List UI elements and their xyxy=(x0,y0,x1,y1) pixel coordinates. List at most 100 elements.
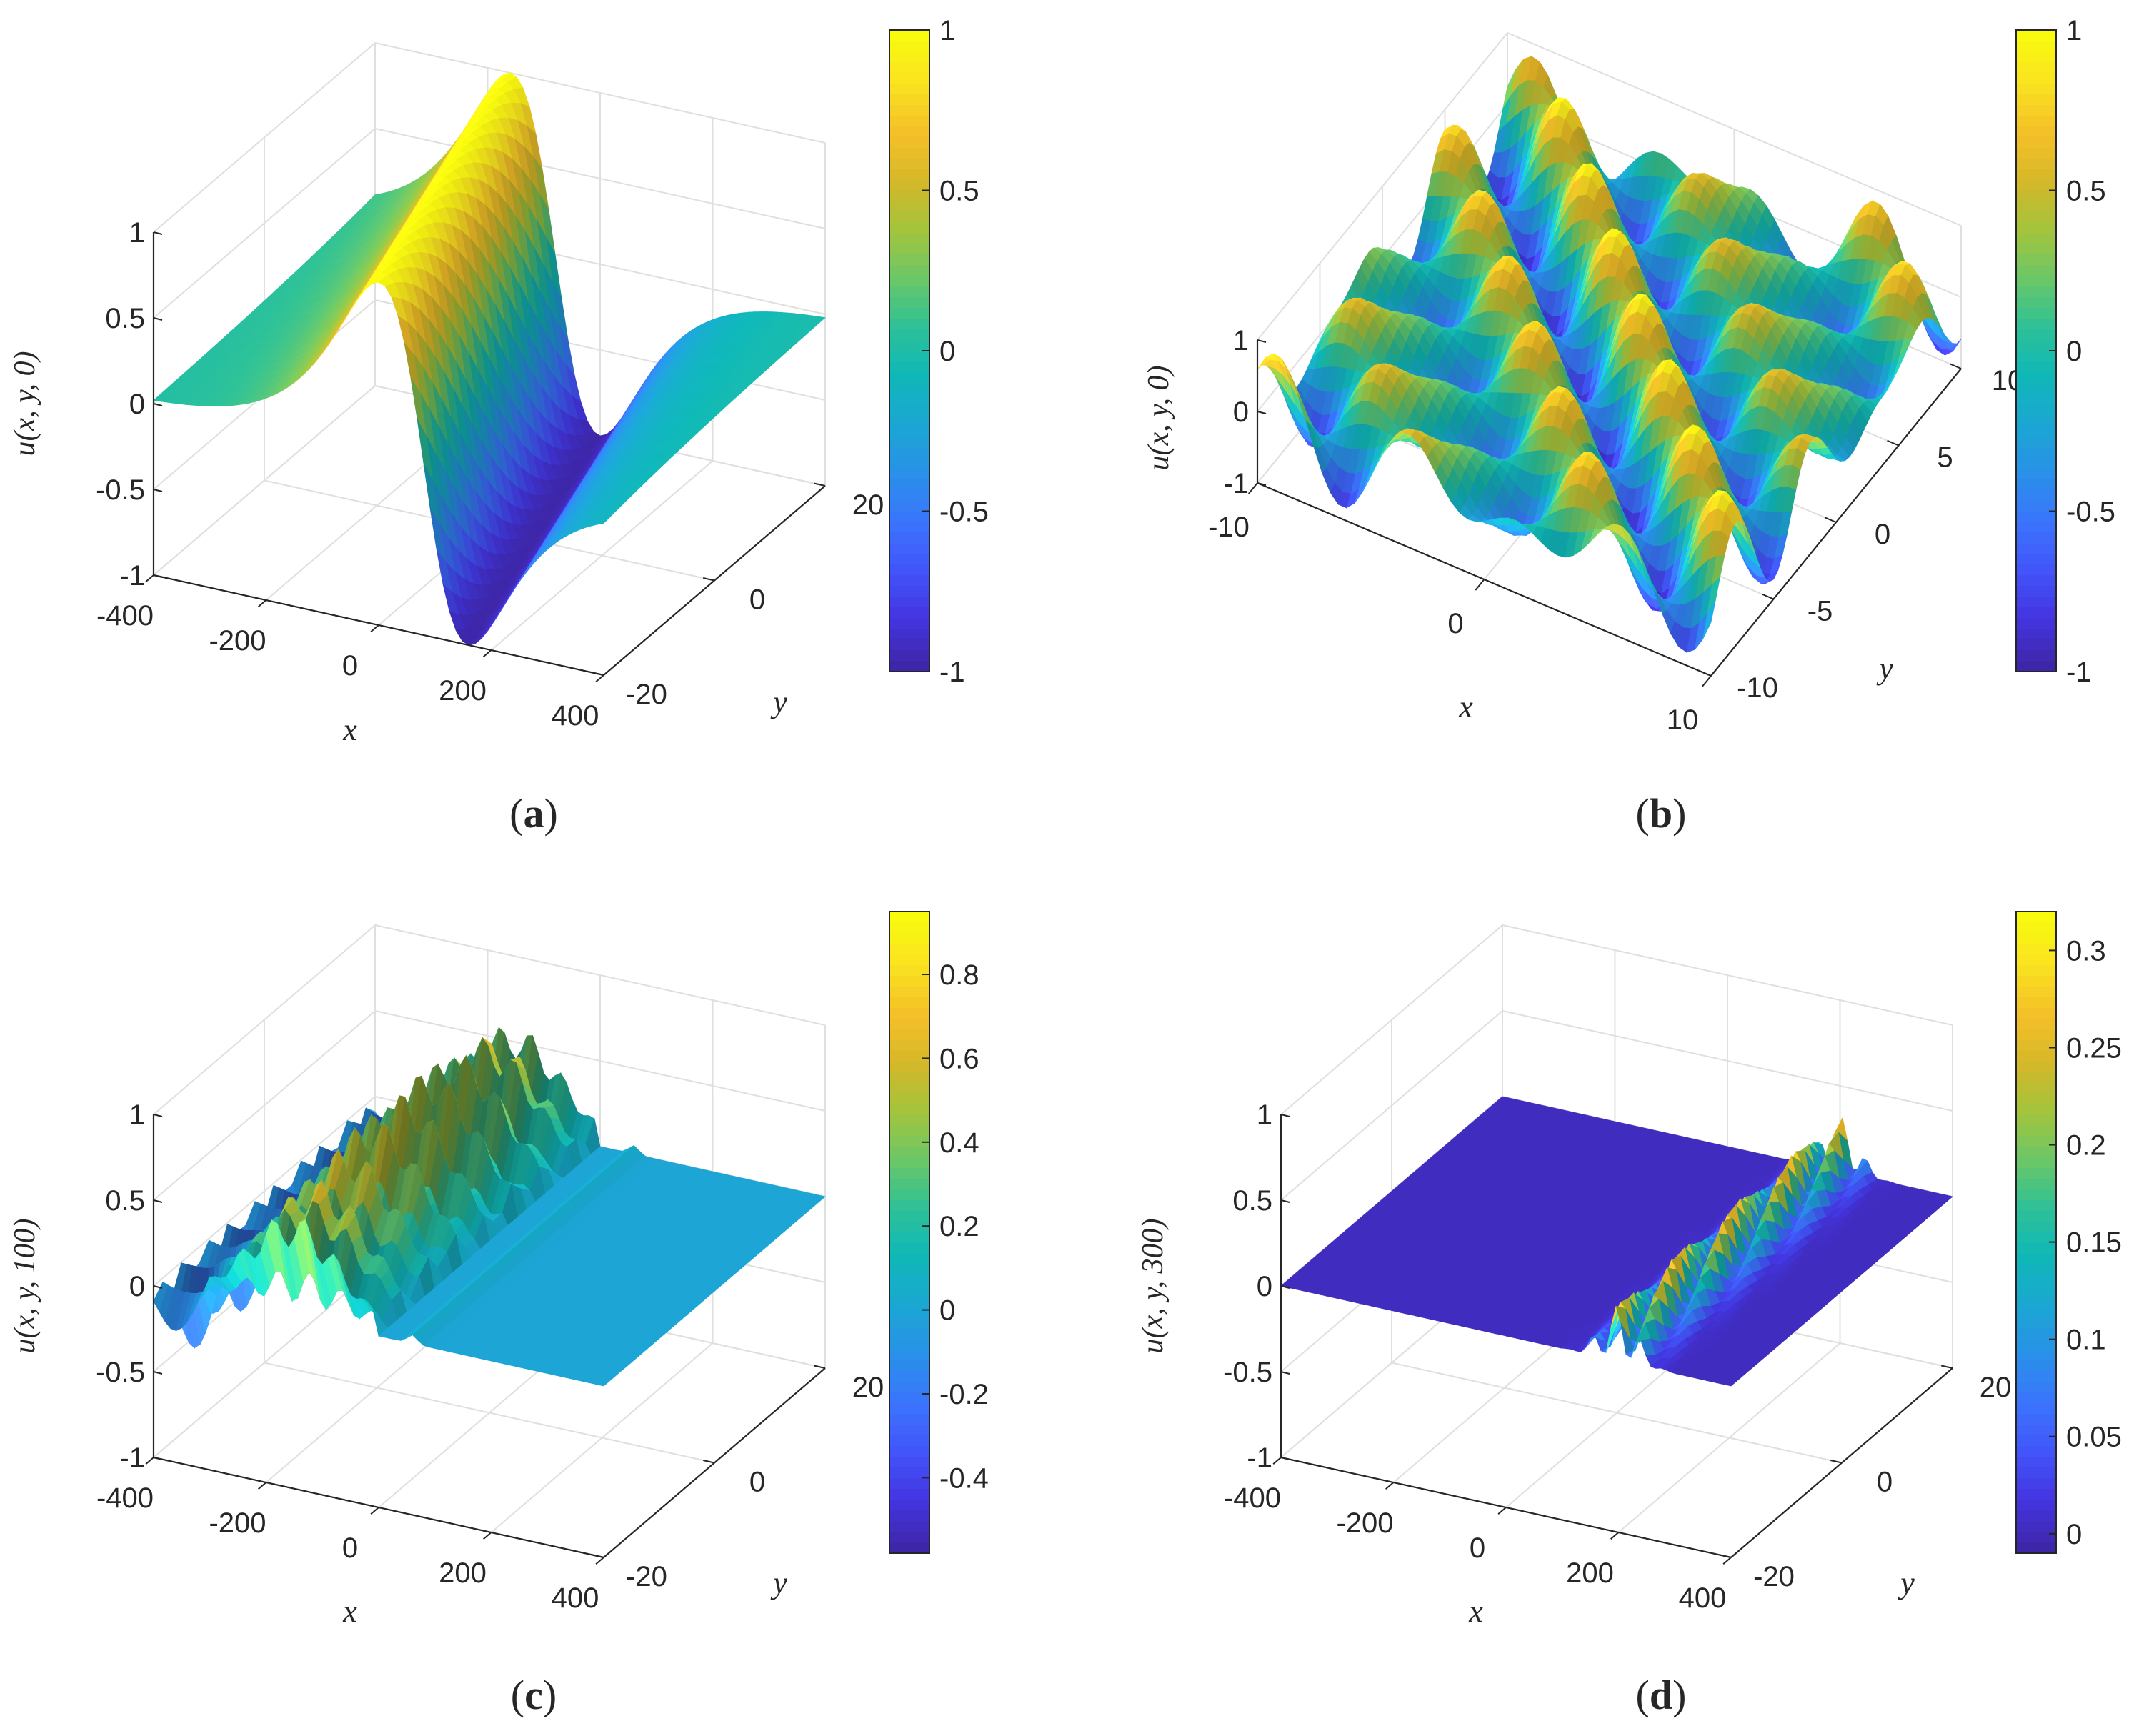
z-tick-label: 1 xyxy=(129,1099,145,1131)
colorbar-tick-label: 0.8 xyxy=(939,959,979,991)
z-tick-label: 0.5 xyxy=(1232,1185,1272,1217)
z-axis-label: u(x, y, 300) xyxy=(1137,1219,1170,1354)
z-tick-label: 0 xyxy=(129,1271,145,1302)
z-tick-label: -0.5 xyxy=(96,474,145,506)
x-tick-label: 0 xyxy=(1470,1532,1485,1564)
x-tick-label: -200 xyxy=(209,625,266,657)
colorbar: -0.4 -0.2 0 0.2 0.4 0.6 0.8 xyxy=(889,911,989,1554)
y-tick-label: 0 xyxy=(749,584,765,616)
x-axis-label: x xyxy=(1468,1594,1483,1629)
y-tick-label: -10 xyxy=(1737,672,1778,704)
y-tick-label: 0 xyxy=(749,1467,765,1498)
colorbar-tick-label: 0.25 xyxy=(2066,1032,2122,1064)
colorbar: -1 -0.5 0 0.5 1 xyxy=(2015,15,2115,688)
y-axis-label: y xyxy=(770,684,787,719)
colorbar-tick-label: 0 xyxy=(939,336,955,367)
x-tick-label: 0 xyxy=(342,1532,358,1564)
z-tick-label: 0 xyxy=(129,389,145,420)
z-tick-label: -1 xyxy=(119,1442,145,1474)
z-tick-label: -1 xyxy=(1247,1442,1272,1474)
panel-caption: (d) xyxy=(1636,1672,1687,1718)
y-tick-label: 20 xyxy=(1980,1372,2012,1403)
z-tick-label: -1 xyxy=(119,560,145,592)
z-tick-label: 0 xyxy=(1257,1271,1272,1302)
surface xyxy=(1257,56,1962,653)
z-tick-label: 1 xyxy=(1233,325,1249,356)
z-axis-label: u(x, y, 0) xyxy=(1142,366,1175,471)
colorbar: -1 -0.5 0 0.5 1 xyxy=(889,15,989,688)
y-tick-label: -20 xyxy=(1753,1561,1795,1592)
panel-caption: (b) xyxy=(1636,790,1687,837)
z-tick-label: -1 xyxy=(1223,468,1249,499)
panel-caption: (a) xyxy=(509,790,558,837)
panel-letter: d xyxy=(1650,1672,1672,1718)
x-tick-label: -400 xyxy=(96,600,154,632)
x-tick-label: 0 xyxy=(1447,608,1463,639)
z-tick-label: 1 xyxy=(1257,1099,1272,1131)
colorbar-tick-label: -0.5 xyxy=(939,497,989,528)
z-tick-label: -0.5 xyxy=(96,1357,145,1388)
surface xyxy=(1280,1096,1953,1387)
panel-letter: a xyxy=(524,790,544,837)
x-tick-label: -200 xyxy=(209,1507,266,1539)
x-tick-label: 200 xyxy=(439,675,487,707)
colorbar-tick-label: -1 xyxy=(939,657,965,688)
y-tick-label: 20 xyxy=(852,489,884,521)
y-tick-label: -20 xyxy=(626,1561,667,1592)
colorbar-tick-label: -1 xyxy=(2066,657,2092,688)
colorbar-tick-label: 0.5 xyxy=(2066,176,2106,207)
x-axis-label: x xyxy=(342,712,357,747)
colorbar-tick-label: 0.6 xyxy=(939,1043,979,1074)
colorbar-tick-label: 0 xyxy=(2066,336,2082,367)
z-tick-label: 1 xyxy=(129,217,145,249)
x-tick-label: 10 xyxy=(1667,704,1699,736)
x-tick-label: 400 xyxy=(552,1582,599,1614)
y-tick-label: 0 xyxy=(1875,519,1890,550)
z-axis-label: u(x, y, 100) xyxy=(9,1219,41,1354)
colorbar-tick-label: 0.15 xyxy=(2066,1227,2122,1259)
x-tick-label: 400 xyxy=(1679,1582,1727,1614)
x-tick-label: 200 xyxy=(1566,1557,1614,1589)
colorbar: 0 0.05 0.1 0.15 0.2 0.25 0.3 xyxy=(2015,911,2122,1554)
y-tick-label: 0 xyxy=(1877,1467,1893,1498)
y-axis-label: y xyxy=(1876,651,1893,686)
colorbar-tick-label: 1 xyxy=(2066,15,2082,46)
colorbar-tick-label: 0.5 xyxy=(939,176,979,207)
colorbar-tick-label: 0.05 xyxy=(2066,1422,2122,1453)
x-tick-label: -400 xyxy=(1224,1482,1281,1514)
colorbar-tick-label: -0.4 xyxy=(939,1462,989,1494)
z-tick-label: 0 xyxy=(1233,396,1249,428)
y-axis-label: y xyxy=(770,1565,787,1600)
z-tick-label: -0.5 xyxy=(1223,1357,1272,1388)
x-tick-label: -400 xyxy=(96,1482,154,1514)
x-axis-label: x xyxy=(342,1594,357,1629)
colorbar-tick-label: 1 xyxy=(939,15,955,46)
y-tick-label: -20 xyxy=(626,679,667,710)
y-axis-label: y xyxy=(1898,1565,1915,1600)
colorbar-tick-label: 0.2 xyxy=(2066,1130,2106,1162)
x-tick-label: 200 xyxy=(439,1557,487,1589)
colorbar-tick-label: 0 xyxy=(939,1295,955,1327)
z-tick-label: 0.5 xyxy=(105,303,145,334)
x-tick-label: 0 xyxy=(342,650,358,682)
x-tick-label: -200 xyxy=(1336,1507,1393,1539)
panel-letter: c xyxy=(524,1672,543,1718)
colorbar-tick-label: 0.4 xyxy=(939,1127,979,1159)
panel-letter: b xyxy=(1650,790,1672,837)
colorbar-tick-label: 0.1 xyxy=(2066,1325,2106,1356)
colorbar-tick-label: 0 xyxy=(2066,1519,2082,1550)
z-tick-label: 0.5 xyxy=(105,1185,145,1217)
colorbar-tick-label: -0.2 xyxy=(939,1379,989,1410)
panel-caption: (c) xyxy=(511,1672,557,1718)
z-axis-label: u(x, y, 0) xyxy=(9,351,41,457)
colorbar-tick-label: 0.3 xyxy=(2066,935,2106,967)
colorbar-tick-label: 0.2 xyxy=(939,1211,979,1242)
